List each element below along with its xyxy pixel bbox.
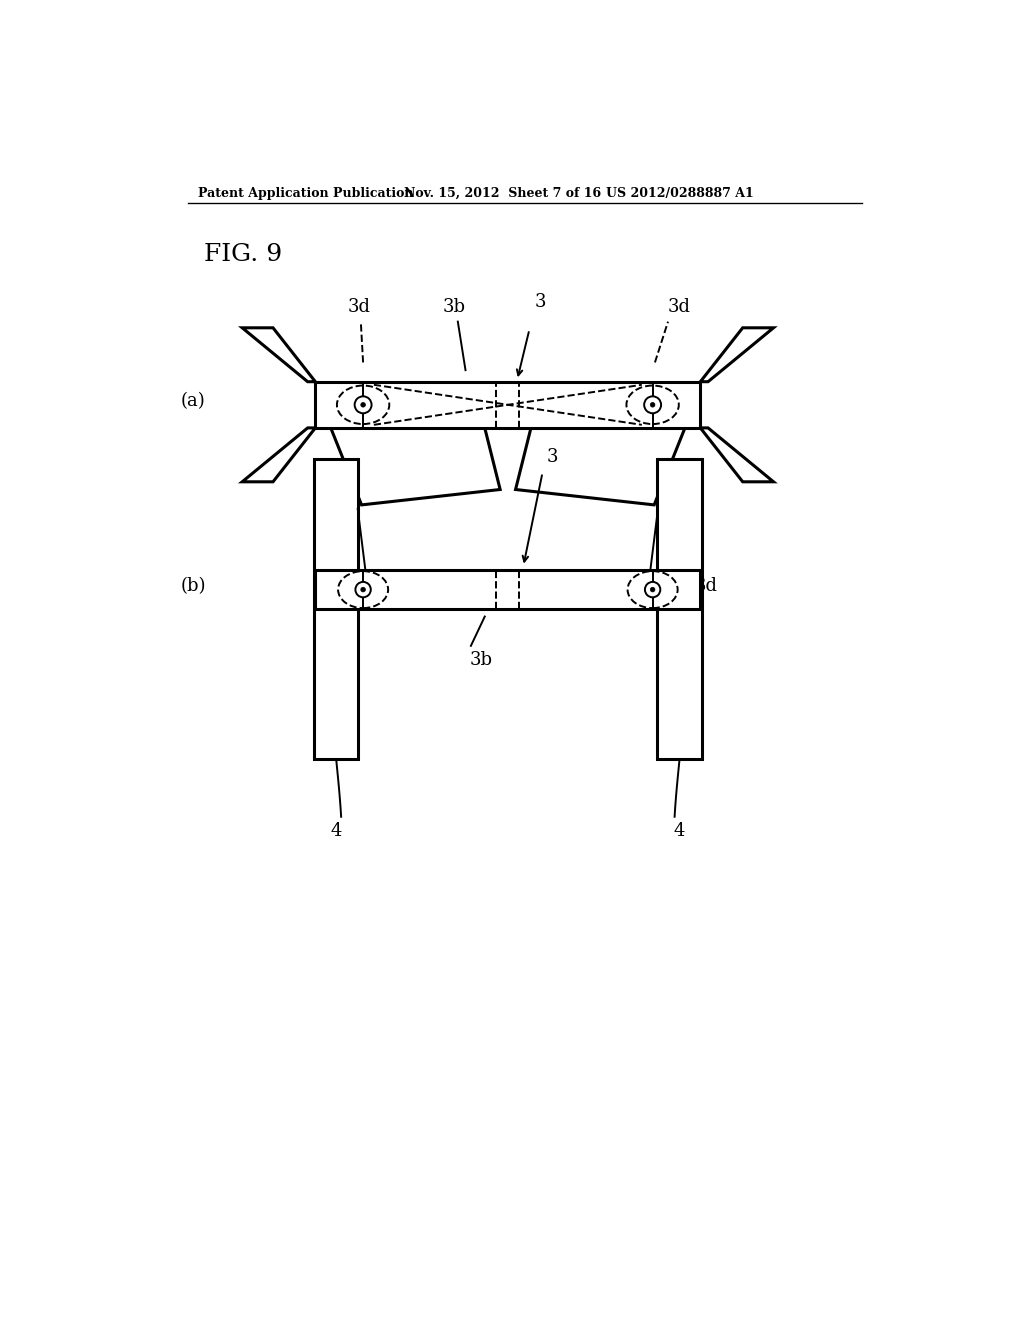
Polygon shape [700, 428, 773, 482]
Polygon shape [243, 327, 315, 381]
Circle shape [360, 403, 366, 407]
Text: 4: 4 [645, 576, 656, 594]
Polygon shape [243, 428, 315, 482]
Circle shape [650, 587, 655, 591]
Text: 3: 3 [547, 449, 558, 466]
Bar [315, 570, 700, 609]
Text: 3b: 3b [442, 298, 466, 317]
Text: 3d: 3d [695, 577, 718, 595]
Text: (a): (a) [180, 392, 206, 411]
Bar [657, 459, 701, 759]
Bar [315, 381, 700, 428]
Text: 3d: 3d [348, 298, 371, 317]
Circle shape [645, 582, 660, 598]
Text: (b): (b) [180, 577, 206, 595]
Bar [313, 459, 358, 759]
Polygon shape [331, 428, 500, 506]
Text: FIG. 9: FIG. 9 [204, 243, 282, 267]
Text: 4: 4 [359, 576, 371, 594]
Text: Nov. 15, 2012  Sheet 7 of 16: Nov. 15, 2012 Sheet 7 of 16 [403, 187, 601, 199]
Text: 3d: 3d [668, 298, 691, 317]
Circle shape [360, 587, 366, 591]
Polygon shape [700, 327, 773, 381]
Polygon shape [515, 428, 685, 506]
Text: Patent Application Publication: Patent Application Publication [199, 187, 414, 199]
Text: 3b: 3b [469, 651, 493, 669]
Circle shape [354, 396, 372, 413]
Text: US 2012/0288887 A1: US 2012/0288887 A1 [606, 187, 754, 199]
Circle shape [650, 403, 655, 407]
Circle shape [355, 582, 371, 598]
Text: 4: 4 [674, 822, 685, 840]
Text: 3: 3 [535, 293, 547, 312]
Text: 4: 4 [331, 822, 342, 840]
Circle shape [644, 396, 662, 413]
